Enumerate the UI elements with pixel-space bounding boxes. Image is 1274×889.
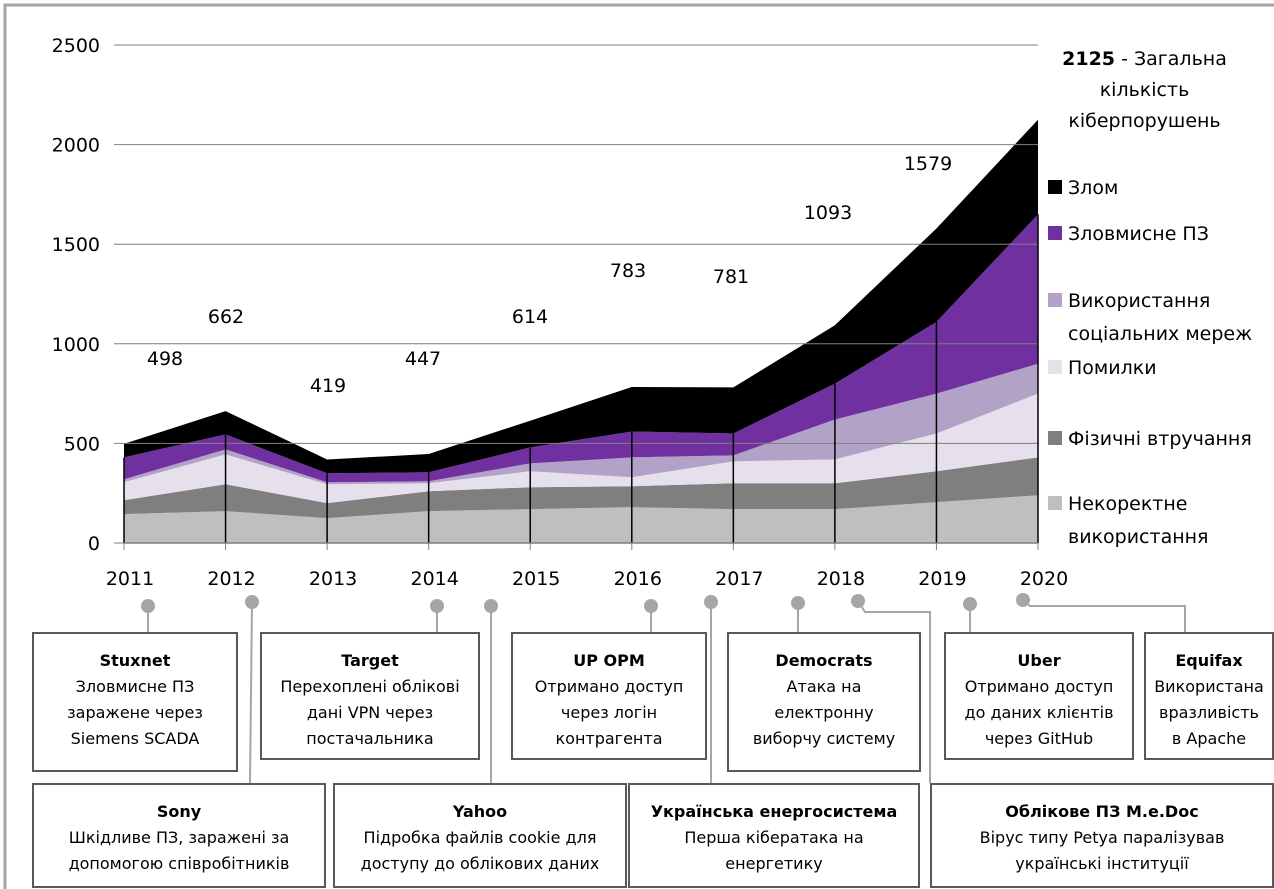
frame — [3, 3, 1274, 889]
event-text: вразливість — [1159, 703, 1259, 722]
legend-label: Використання соціальних мереж — [1068, 290, 1253, 345]
area — [124, 495, 1038, 543]
legend-label: Помилки — [1068, 357, 1157, 379]
event-title: Sony — [156, 802, 202, 821]
y-tick-label: 500 — [64, 433, 100, 455]
event-box: Українська енергосистема Перша кібератака… — [628, 783, 920, 888]
x-tick-label: 2017 — [715, 568, 763, 590]
event-box: Yahoo Підробка файлів cookie для доступу д… — [333, 783, 627, 888]
x-tick-label: 2015 — [512, 568, 560, 590]
event-box: Uber Отримано доступ до даних клієнтів чере… — [944, 632, 1134, 760]
total-label: 662 — [208, 306, 244, 328]
event-text: Шкідливе ПЗ, заражені за — [68, 828, 290, 847]
total-label: 614 — [512, 306, 548, 328]
total-label: 498 — [147, 348, 183, 370]
x-tick-label: 2011 — [106, 568, 154, 590]
event-title: Yahoo — [452, 802, 508, 821]
event-text: в Apache — [1171, 729, 1247, 748]
event-text: Перехоплені облікові — [280, 677, 460, 696]
area — [124, 214, 1038, 483]
event-text: через логін — [560, 703, 658, 722]
event-box: Sony Шкідливе ПЗ, заражені за допомогою сп… — [32, 783, 326, 888]
event-box: Equifax Використана вразливість в Apache — [1144, 632, 1274, 760]
event-text: Атака на — [786, 677, 862, 696]
event-title: Stuxnet — [99, 651, 171, 670]
event-text: постачальника — [306, 729, 434, 748]
y-tick-label: 1500 — [52, 234, 100, 256]
event-text: допомогою співробітників — [68, 854, 290, 873]
total-label: 419 — [310, 375, 346, 397]
y-tick-label: 2000 — [52, 135, 100, 157]
event-text: українські інституції — [1015, 854, 1189, 873]
total-label: 781 — [713, 266, 749, 288]
event-text: заражене через — [67, 703, 203, 722]
event-title: Українська енергосистема — [650, 802, 898, 821]
event-text: через GitHub — [984, 729, 1094, 748]
event-title: Democrats — [775, 651, 873, 670]
event-text: Siemens SCADA — [70, 729, 200, 748]
total-label: 1093 — [804, 202, 852, 224]
connector-dots — [141, 593, 1030, 613]
event-text: електронну — [774, 703, 874, 722]
event-text: енергетику — [725, 854, 823, 873]
event-text: виборчу систему — [752, 729, 896, 748]
legend-label: Зловмисне ПЗ — [1068, 223, 1209, 245]
total-value: 2125 — [1062, 48, 1116, 70]
event-box: Democrats Атака на електронну виборчу систе… — [727, 632, 921, 772]
legend-swatch — [1048, 293, 1062, 307]
legend-swatch — [1048, 360, 1062, 374]
event-text: Зловмисне ПЗ — [75, 677, 195, 696]
x-tick-label: 2014 — [410, 568, 458, 590]
event-title: Uber — [1017, 651, 1061, 670]
total-note: 2125 - Загальна кількість кіберпорушень — [1032, 44, 1257, 137]
event-text: Вірус типу Petya паралізував — [979, 828, 1225, 847]
event-title: Equifax — [1175, 651, 1243, 670]
legend-label: Некоректне використання — [1068, 493, 1209, 548]
event-text: дані VPN через — [306, 703, 434, 722]
event-text: до даних клієнтів — [964, 703, 1114, 722]
event-text: Отримано доступ — [534, 677, 684, 696]
legend-swatch — [1048, 180, 1062, 194]
event-title: Облікове ПЗ M.e.Doc — [1005, 802, 1199, 821]
legend-swatch — [1048, 431, 1062, 445]
total-label: 783 — [610, 260, 646, 282]
legend-swatch — [1048, 496, 1062, 510]
event-text: доступу до облікових даних — [360, 854, 600, 873]
total-label: 1579 — [904, 153, 952, 175]
event-box: Облікове ПЗ M.e.Doc Вірус типу Petya пара… — [930, 783, 1274, 888]
event-text: Підробка файлів cookie для — [363, 828, 597, 847]
legend-label: Злом — [1068, 177, 1119, 199]
legend-label: Фізичні втручання — [1068, 428, 1252, 450]
event-box: UP OPM Отримано доступ через логін контраге… — [511, 632, 707, 760]
note-text: - Загальна кількість кіберпорушень — [1068, 48, 1227, 132]
event-text: Перша кібератака на — [684, 828, 864, 847]
event-text: контрагента — [555, 729, 663, 748]
legend-swatch — [1048, 226, 1062, 240]
x-tick-label: 2019 — [918, 568, 966, 590]
y-tick-label: 0 — [88, 533, 100, 555]
event-title: UP OPM — [573, 651, 645, 670]
event-title: Target — [341, 651, 399, 670]
x-tick-label: 2013 — [309, 568, 357, 590]
x-tick-label: 2012 — [207, 568, 255, 590]
y-tick-label: 2500 — [52, 35, 100, 57]
total-label: 447 — [405, 348, 441, 370]
areas — [124, 119, 1038, 543]
event-box: Stuxnet Зловмисне ПЗ заражене через Siemens… — [32, 632, 238, 772]
x-tick-label: 2020 — [1020, 568, 1068, 590]
area — [124, 363, 1038, 485]
area — [124, 457, 1038, 519]
event-text: Отримано доступ — [964, 677, 1114, 696]
event-text: Використана — [1154, 677, 1264, 696]
y-tick-label: 1000 — [52, 334, 100, 356]
area — [124, 119, 1038, 474]
x-tick-label: 2016 — [614, 568, 662, 590]
x-tick-label: 2018 — [817, 568, 865, 590]
event-box: Target Перехоплені облікові дані VPN через… — [260, 632, 480, 760]
area — [124, 393, 1038, 504]
